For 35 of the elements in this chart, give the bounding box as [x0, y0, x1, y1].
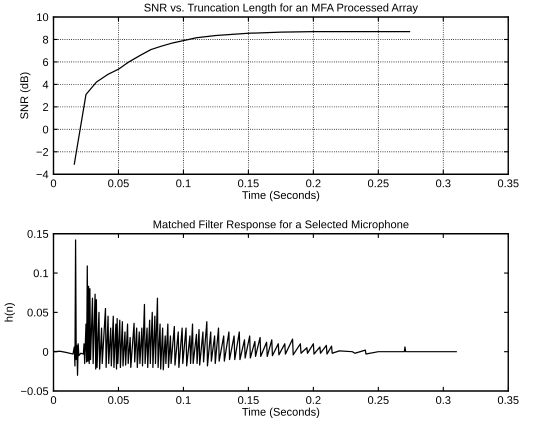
x-tick-label: 0: [50, 396, 56, 404]
x-tick-label: 0.2: [306, 396, 321, 404]
y-tick-label: −4: [36, 170, 48, 178]
y-tick-label: 0: [42, 126, 48, 134]
x-tick-label: 0.25: [368, 396, 389, 404]
x-tick-label: 0.1: [176, 396, 191, 404]
x-axis-title: Time (Seconds): [242, 190, 320, 202]
chart-title: SNR vs. Truncation Length for an MFA Processed Array: [144, 3, 418, 14]
y-tick-label: 0.05: [27, 308, 48, 317]
x-tick-label: 0.15: [238, 396, 259, 404]
y-tick-label: 4: [42, 80, 48, 88]
x-tick-label: 0.2: [306, 179, 321, 188]
x-tick-label: 0: [50, 179, 56, 188]
x-tick-label: 0.35: [498, 396, 519, 404]
x-tick-label: 0.3: [436, 179, 451, 188]
y-tick-label: 2: [43, 103, 48, 111]
x-axis-title: Time (Seconds): [242, 408, 320, 418]
x-tick-label: 0.1: [176, 179, 191, 188]
x-tick-label: 0.35: [498, 179, 519, 188]
x-tick-label: 0.3: [436, 396, 451, 404]
y-tick-label: 8: [42, 36, 48, 44]
y-tick-label: −2: [36, 148, 48, 156]
chart-title: Matched Filter Response for a Selected Microphone: [154, 220, 409, 230]
y-tick-label: 6: [43, 58, 48, 66]
y-tick-label: −0.05: [21, 387, 48, 396]
x-tick-label: 0.05: [108, 179, 129, 188]
y-tick-label: 0: [42, 348, 48, 356]
y-axis-title: h(n): [4, 303, 15, 322]
x-tick-label: 0.15: [238, 179, 259, 188]
y-tick-label: 0.1: [34, 269, 48, 278]
y-tick-label: 10: [37, 13, 48, 22]
y-tick-label: 0.15: [27, 230, 48, 238]
x-tick-label: 0.25: [368, 179, 389, 188]
y-axis-title: SNR (dB): [20, 72, 30, 119]
x-tick-label: 0.05: [108, 396, 129, 404]
